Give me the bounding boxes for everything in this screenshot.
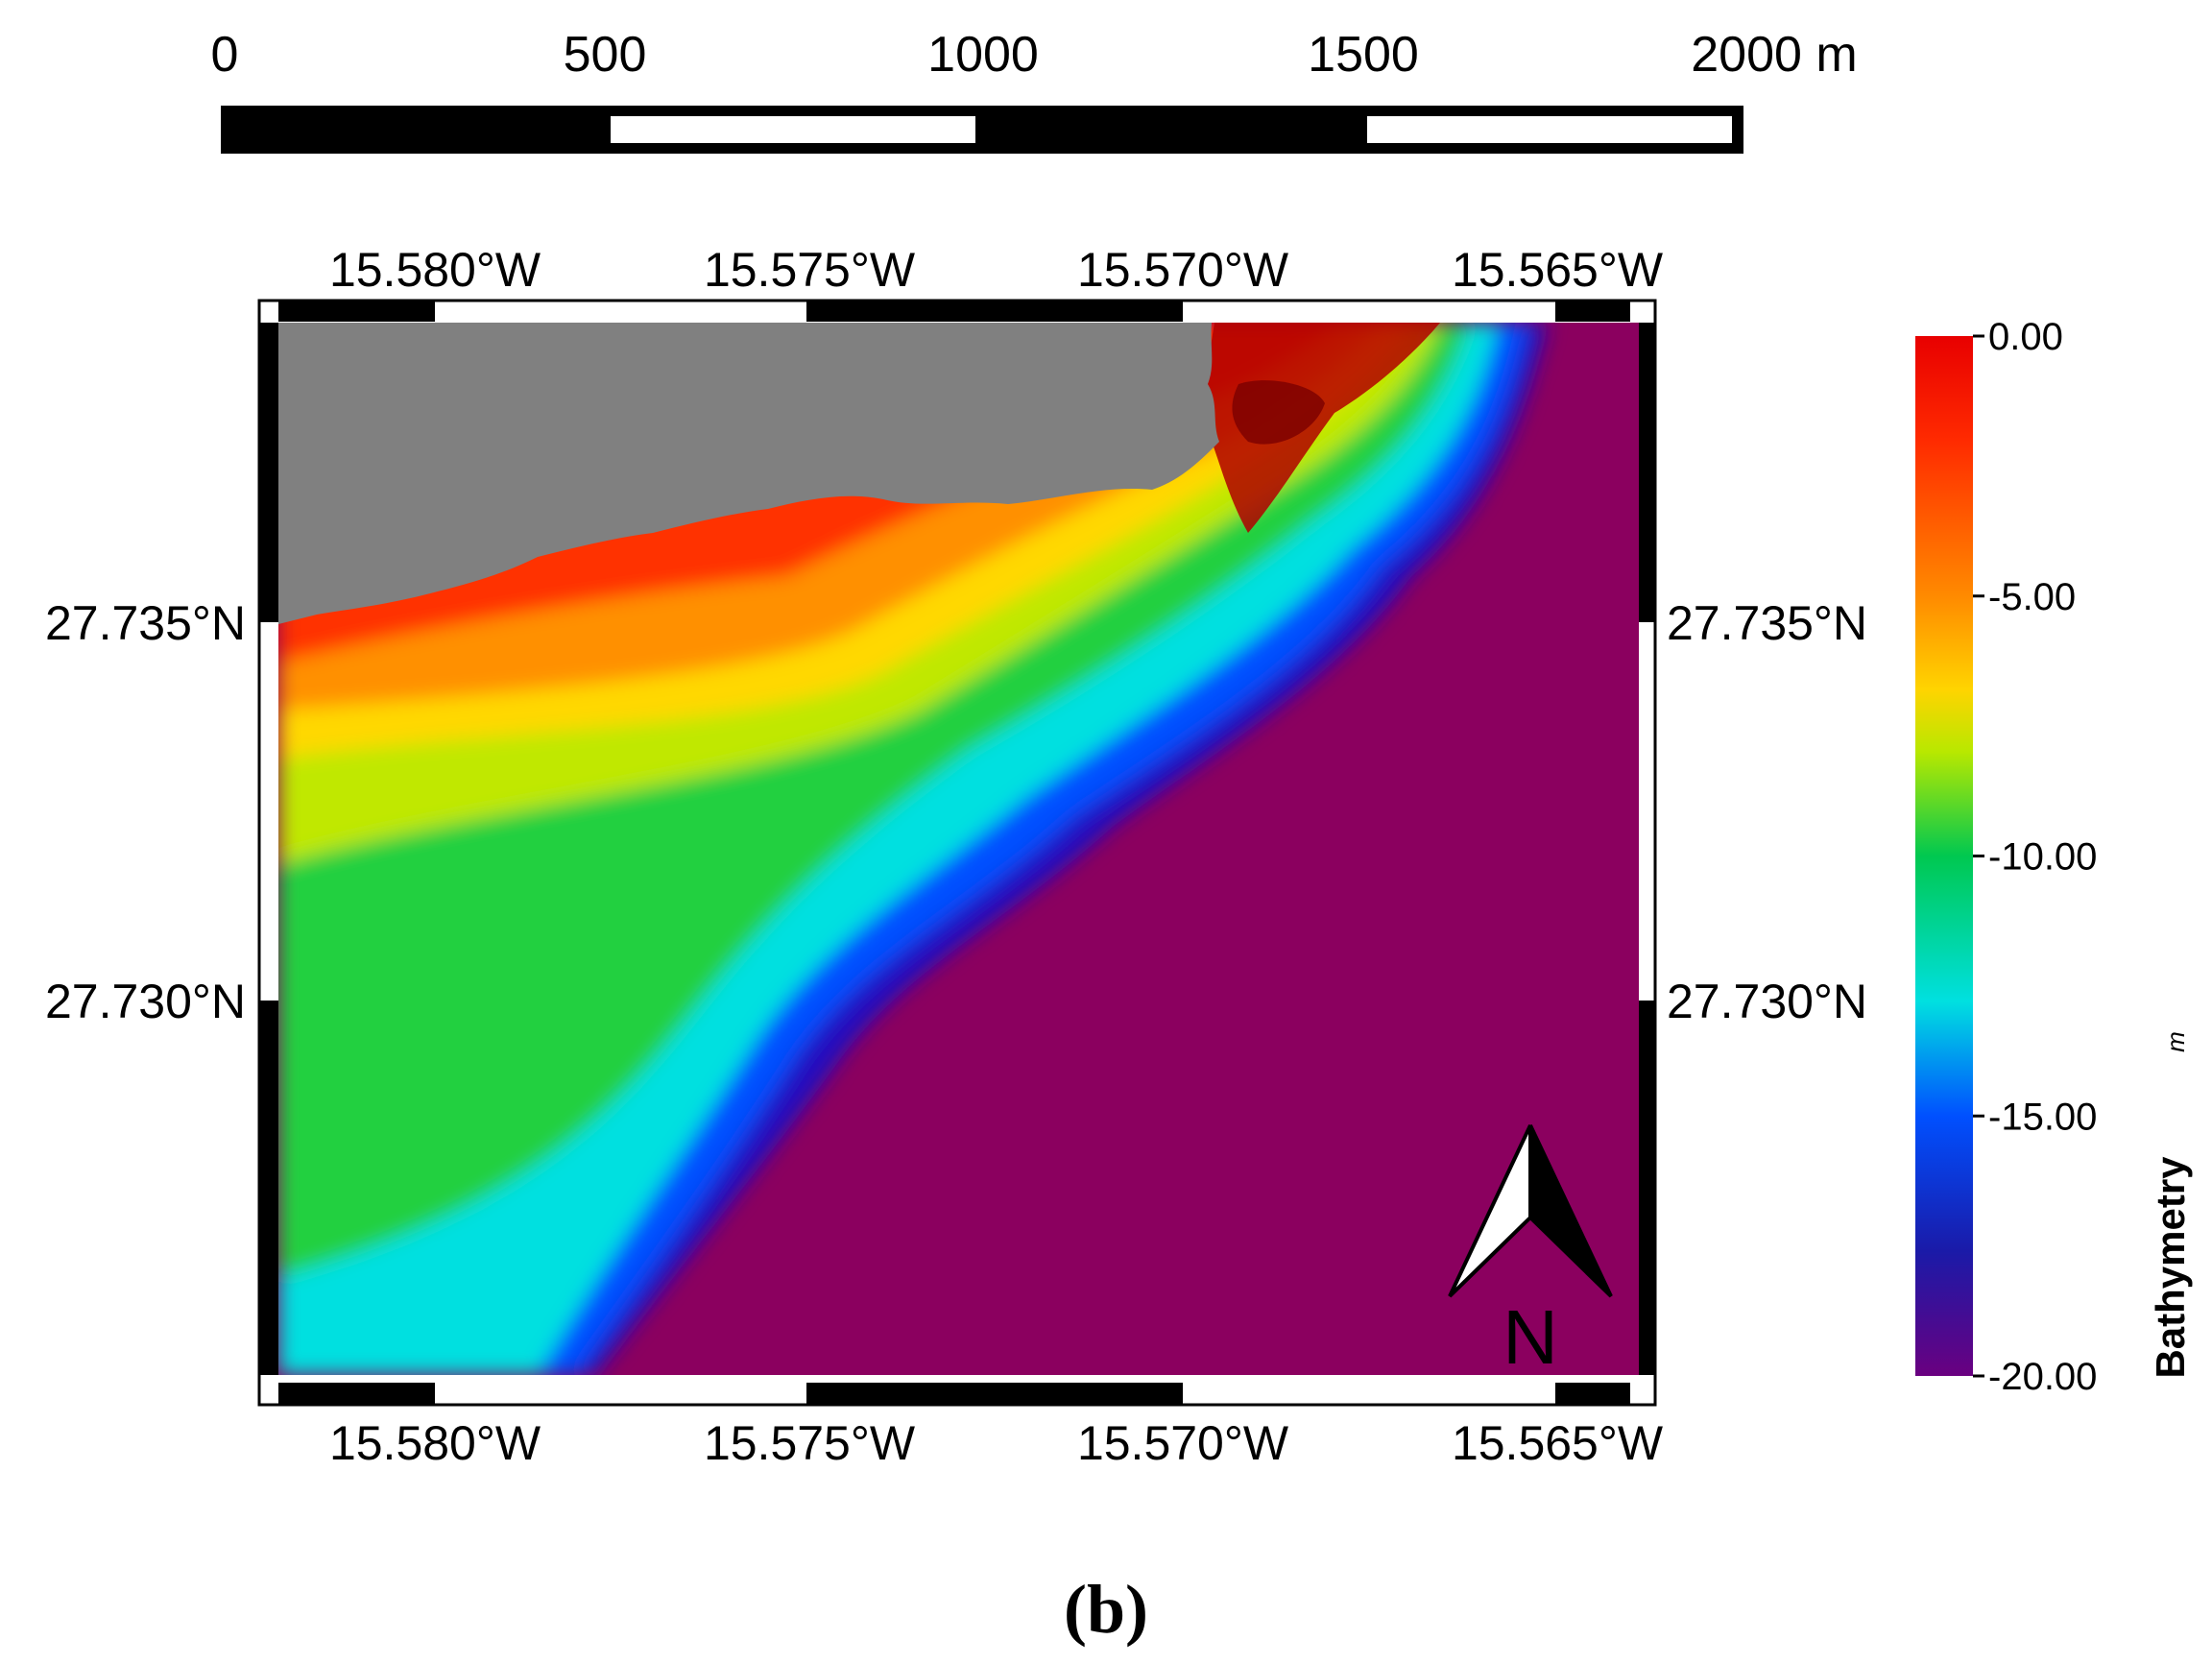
frame-bar-left-1 [259, 323, 280, 622]
scale-bar: 0 500 1000 1500 2000 m [211, 27, 1858, 154]
rocky-shallow-core [1232, 380, 1325, 445]
frame-bar-top-3 [1555, 301, 1630, 322]
latitude-labels-left: 27.735°N 27.730°N [45, 596, 246, 1028]
latitude-labels-right: 27.735°N 27.730°N [1667, 596, 1867, 1028]
lon-label-bottom-2: 15.575°W [704, 1416, 916, 1470]
north-arrow-right-half [1528, 1124, 1613, 1298]
panel-label: (b) [1064, 1571, 1148, 1648]
longitude-labels-bottom: 15.580°W 15.575°W 15.570°W 15.565°W [329, 1416, 1664, 1470]
scale-label-500: 500 [564, 27, 647, 83]
scale-label-1000: 1000 [927, 27, 1039, 83]
frame-bar-bottom-1 [278, 1383, 435, 1404]
scale-bar-segment-white-2 [1367, 116, 1732, 143]
lat-label-left-2: 27.730°N [45, 975, 246, 1028]
legend-colorbar [1915, 336, 1973, 1376]
north-arrow: N [1448, 1124, 1613, 1380]
scale-label-0: 0 [211, 27, 239, 83]
scale-label-2000: 2000 m [1691, 27, 1857, 83]
lon-label-bottom-1: 15.580°W [329, 1416, 541, 1470]
lon-label-top-3: 15.570°W [1077, 243, 1289, 297]
rocky-shallow-patch [1205, 323, 1440, 533]
frame-bar-bottom-2 [806, 1383, 1183, 1404]
legend-tick-label: -20.00 [1988, 1356, 2097, 1398]
lon-label-top-4: 15.565°W [1452, 243, 1664, 297]
legend-ticks: 0.00 -5.00 -10.00 -15.00 -20.00 [1973, 316, 2097, 1398]
frame-bar-top-1 [278, 301, 435, 322]
frame-bar-bottom-3 [1555, 1383, 1630, 1404]
legend-tick-label: 0.00 [1988, 316, 2063, 358]
frame-bar-top-2 [806, 301, 1183, 322]
lon-label-top-2: 15.575°W [704, 243, 916, 297]
legend-tick-label: -5.00 [1988, 576, 2076, 618]
lon-label-bottom-3: 15.570°W [1077, 1416, 1289, 1470]
legend-unit: m [2161, 1031, 2190, 1052]
frame-bar-right-1 [1634, 323, 1655, 622]
north-arrow-label: N [1503, 1294, 1558, 1380]
bathymetry-legend: 0.00 -5.00 -10.00 -15.00 -20.00 Bathymetry m [1915, 316, 2193, 1398]
lat-label-right-1: 27.735°N [1667, 596, 1867, 650]
legend-tick-label: -15.00 [1988, 1096, 2097, 1138]
scale-label-1500: 1500 [1308, 27, 1419, 83]
longitude-labels-top: 15.580°W 15.575°W 15.570°W 15.565°W [329, 243, 1664, 297]
lon-label-top-1: 15.580°W [329, 243, 541, 297]
lat-label-left-1: 27.735°N [45, 596, 246, 650]
scale-bar-segment-white-1 [611, 116, 975, 143]
land-area [278, 323, 1219, 624]
legend-tick-label: -10.00 [1988, 836, 2097, 879]
legend-title: Bathymetry [2148, 1156, 2193, 1379]
frame-bar-right-2 [1634, 1001, 1655, 1375]
frame-bar-left-2 [259, 1001, 280, 1375]
lon-label-bottom-4: 15.565°W [1452, 1416, 1664, 1470]
bathymetry-raster [278, 323, 1639, 1375]
lat-label-right-2: 27.730°N [1667, 975, 1867, 1028]
